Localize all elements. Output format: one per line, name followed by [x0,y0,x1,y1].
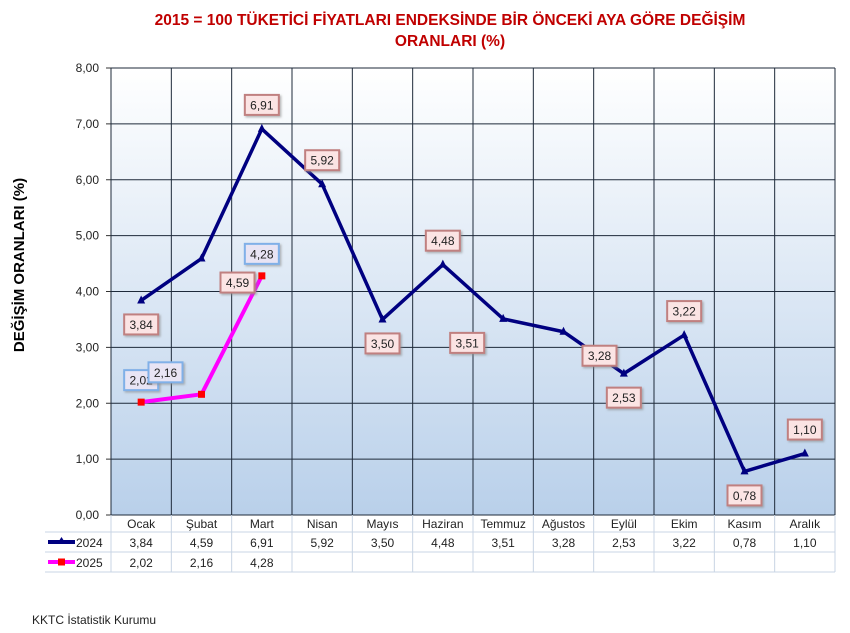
data-point-marker [740,466,749,475]
table-cell: 4,59 [190,536,214,550]
series-line-2024 [140,127,806,474]
y-axis-label: DEĞİŞİM ORANLARI (%) [10,178,28,352]
data-label: 2,16 [154,366,178,380]
y-tick-label: 4,00 [76,285,100,299]
y-tick-label: 8,00 [76,61,100,75]
data-label-box [424,229,461,252]
legend-label: 2025 [76,556,103,570]
x-category-label: Mart [250,517,275,531]
y-tick-label: 1,00 [76,452,100,466]
data-point-marker [619,368,628,377]
x-category-label: Şubat [186,517,218,531]
data-label: 5,92 [310,154,334,168]
data-point-marker [137,295,146,304]
table-cell: 3,51 [491,536,515,550]
x-category-label: Ağustos [542,517,585,531]
data-label: 2,02 [129,374,153,388]
y-tick-label: 7,00 [76,117,100,131]
data-point-marker [257,123,266,132]
legend-label: 2024 [76,536,103,550]
data-point-marker [680,330,689,339]
x-category-label: Ekim [671,517,698,531]
x-category-label: Aralık [789,517,821,531]
x-category-label: Haziran [422,517,463,531]
y-tick-label: 0,00 [76,508,100,522]
table-cell: 2,02 [129,556,153,570]
data-label: 6,91 [250,98,274,112]
data-label: 3,84 [129,318,153,332]
chart-title-line2: ORANLARI (%) [395,33,505,50]
data-label: 2,53 [612,391,636,405]
data-label-box [364,332,401,355]
table-cell: 3,50 [371,536,395,550]
data-label: 4,28 [250,247,274,261]
table-cell: 2,16 [190,556,214,570]
table-cell: 4,48 [431,536,455,550]
data-label-box [666,300,703,323]
x-category-label: Temmuz [480,517,525,531]
table-cell: 2,53 [612,536,636,550]
data-point-marker [800,448,809,457]
x-category-label: Ocak [127,517,156,531]
data-point-marker [197,253,206,262]
x-category-label: Kasım [727,517,761,531]
data-label: 3,51 [455,336,479,350]
data-point-marker [258,272,266,280]
data-label-box [243,242,280,265]
table-cell: 4,28 [250,556,274,570]
data-label-box [605,386,642,409]
data-point-marker [378,314,387,323]
x-category-label: Eylül [611,517,637,531]
data-point-marker [438,259,447,268]
data-point-marker [137,398,145,406]
data-label-box [219,271,256,294]
data-label-box [304,149,341,172]
chart-title-line1: 2015 = 100 TÜKETİCİ FİYATLARI ENDEKSİNDE… [155,11,746,29]
data-label: 3,50 [371,337,395,351]
table-cell: 3,28 [552,536,576,550]
data-point-marker [559,326,568,335]
x-category-label: Mayıs [366,517,398,531]
table-cell: 0,78 [733,536,757,550]
table-cell: 5,92 [310,536,334,550]
table-cell: 1,10 [793,536,817,550]
data-label-box [786,418,823,441]
y-tick-label: 3,00 [76,340,100,354]
data-label-box [123,313,160,336]
table-cell: 6,91 [250,536,274,550]
y-tick-label: 6,00 [76,173,100,187]
data-point-marker [318,179,327,188]
data-label-box [581,344,618,367]
data-point-marker [499,313,508,322]
legend-marker [58,558,65,566]
data-label: 4,48 [431,234,455,248]
data-label-box [147,361,184,384]
table-cell: 3,84 [129,536,153,550]
legend-marker [57,537,66,544]
data-label-box [243,93,280,116]
data-label: 0,78 [733,489,757,503]
data-label: 1,10 [793,423,817,437]
data-label: 3,28 [588,349,612,363]
y-tick-label: 2,00 [76,396,100,410]
data-label: 4,59 [226,276,250,290]
data-label: 3,22 [672,305,696,319]
data-label-box [726,484,763,507]
data-label-box [449,331,486,354]
table-cell: 3,22 [672,536,696,550]
x-category-label: Nisan [307,517,338,531]
y-tick-label: 5,00 [76,229,100,243]
data-point-marker [198,390,205,398]
source-text: KKTC İstatistik Kurumu [32,613,156,627]
